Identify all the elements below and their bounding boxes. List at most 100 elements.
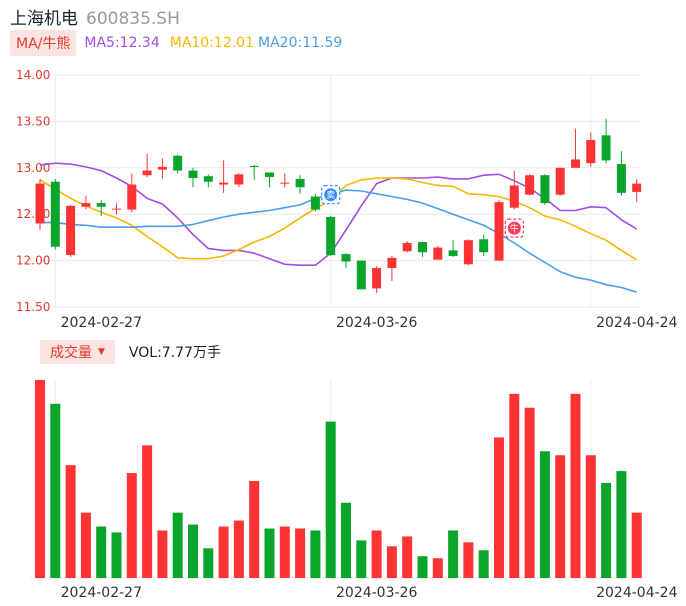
candle-body xyxy=(326,216,336,256)
volume-bar xyxy=(463,542,474,578)
price-date-label: 2024-03-26 xyxy=(336,315,417,331)
candle-body xyxy=(433,247,443,260)
stock-header: 上海机电 600835.SH xyxy=(10,4,180,29)
volume-bar xyxy=(524,407,535,578)
volume-bar xyxy=(295,528,306,578)
price-tick-label: 13.50 xyxy=(16,114,50,128)
candle-body xyxy=(127,184,137,210)
volume-bar xyxy=(341,502,351,578)
volume-bar xyxy=(35,380,45,578)
sell-signal-label: 卖 xyxy=(326,190,335,201)
candle-body xyxy=(341,254,351,262)
candle-body xyxy=(540,175,550,204)
candle-body xyxy=(586,139,596,164)
price-date-label: 2024-02-27 xyxy=(61,315,142,331)
volume-bar xyxy=(616,471,627,578)
volume-value: VOL:7.77万手 xyxy=(128,345,221,361)
volume-bar xyxy=(233,520,244,578)
volume-bar xyxy=(539,451,550,578)
volume-bar xyxy=(570,393,581,578)
price-tick-label: 11.50 xyxy=(16,300,50,314)
candle-body xyxy=(280,182,290,184)
candle-body xyxy=(448,250,458,256)
candle-body xyxy=(66,205,76,256)
ma5-legend: MA5:12.34 xyxy=(84,35,160,51)
candle-body xyxy=(310,196,320,210)
candle-body xyxy=(50,181,60,247)
candle-body xyxy=(601,135,611,161)
candle-body xyxy=(479,239,489,253)
volume-bar xyxy=(432,558,443,578)
candle-body xyxy=(494,202,504,261)
stock-name: 上海机电 xyxy=(10,9,78,29)
candle-body xyxy=(555,167,565,195)
volume-bar xyxy=(50,403,61,578)
candle-body xyxy=(632,183,642,192)
volume-bar xyxy=(172,512,183,578)
volume-bar xyxy=(126,473,137,578)
candle-body xyxy=(188,170,198,179)
candle-body xyxy=(249,165,259,167)
volume-date-label: 2024-02-27 xyxy=(61,585,142,601)
volume-bar xyxy=(96,526,107,578)
candle-body xyxy=(81,203,91,207)
candle-body xyxy=(173,155,183,171)
volume-bar xyxy=(356,540,367,578)
bull-signal-label: 牛 xyxy=(510,223,519,235)
volume-bar xyxy=(157,530,168,578)
candle-body xyxy=(142,170,152,176)
volume-bar xyxy=(325,421,336,578)
volume-bar xyxy=(478,550,489,578)
volume-date-label: 2024-04-24 xyxy=(596,585,677,601)
volume-bar xyxy=(371,530,382,578)
volume-bar xyxy=(65,465,76,578)
candle-body xyxy=(219,182,229,185)
candle-body xyxy=(616,164,626,193)
ma20-legend: MA20:11.59 xyxy=(258,35,343,51)
candle-body xyxy=(387,257,397,269)
bull-signal-icon xyxy=(507,221,521,235)
volume-bar xyxy=(555,455,566,578)
candle-body xyxy=(234,174,244,185)
sell-signal-icon xyxy=(324,188,338,202)
price-date-label: 2024-04-24 xyxy=(596,315,677,331)
candle-body xyxy=(372,268,382,289)
volume-bar xyxy=(585,455,596,578)
stock-code: 600835.SH xyxy=(86,9,180,29)
ma-legend: MA/牛熊 MA5:12.34 MA10:12.01 MA20:11.59 xyxy=(10,30,342,56)
candle-body xyxy=(96,203,106,207)
volume-bar xyxy=(601,482,612,578)
volume-bar xyxy=(80,512,91,578)
volume-bar xyxy=(218,526,229,578)
candle-body xyxy=(418,242,427,253)
candle-body xyxy=(157,166,167,170)
volume-bar xyxy=(142,445,153,578)
ma-indicator-selector[interactable]: MA/牛熊 xyxy=(10,30,77,56)
candle-body xyxy=(112,208,121,210)
volume-bar xyxy=(631,512,642,578)
volume-bar xyxy=(310,530,321,578)
volume-bar xyxy=(448,530,459,578)
volume-bar xyxy=(494,437,504,578)
candle-body xyxy=(525,175,535,195)
volume-bar xyxy=(249,480,260,578)
volume-legend: 成交量 ▼ VOL:7.77万手 xyxy=(40,340,221,364)
candle-body xyxy=(509,185,519,208)
volume-indicator-label: 成交量 xyxy=(50,345,92,361)
volume-bar xyxy=(188,524,198,578)
volume-bar xyxy=(279,526,290,578)
volume-bar xyxy=(111,532,122,578)
volume-bar xyxy=(509,393,520,578)
candle-body xyxy=(571,159,580,168)
ma10-legend: MA10:12.01 xyxy=(169,35,255,51)
candle-body xyxy=(265,172,274,178)
candle-body xyxy=(35,183,45,224)
volume-date-label: 2024-03-26 xyxy=(336,585,417,601)
candle-body xyxy=(402,242,412,252)
volume-indicator-selector[interactable]: 成交量 ▼ xyxy=(40,340,115,364)
volume-bar xyxy=(386,546,397,578)
candle-body xyxy=(356,260,366,290)
dropdown-arrow-icon: ▼ xyxy=(98,347,105,357)
candle-body xyxy=(463,240,473,265)
